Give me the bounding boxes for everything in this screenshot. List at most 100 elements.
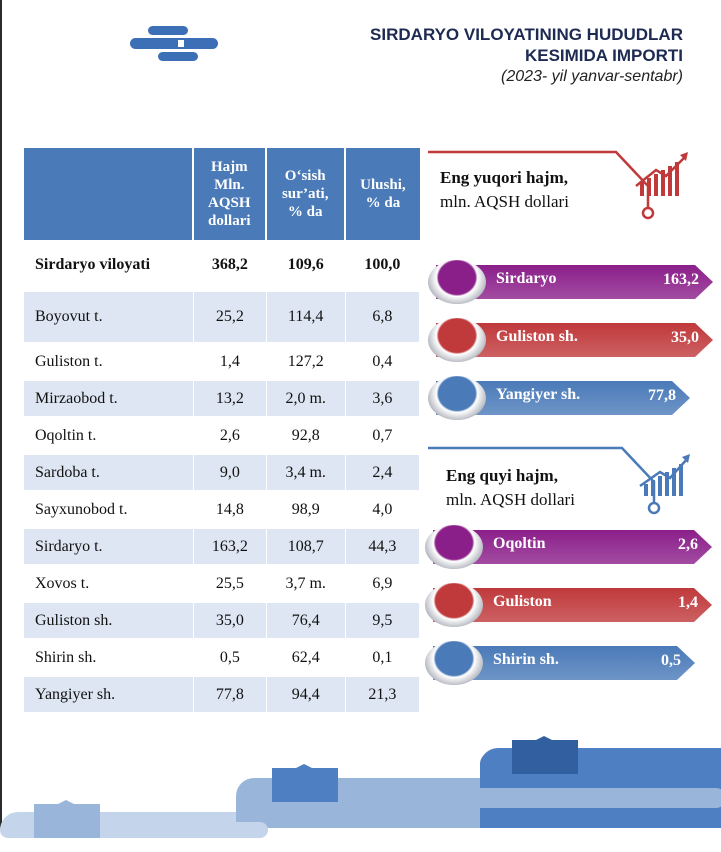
bar-value: 0,5 (661, 652, 681, 669)
growth-cell: 127,2 (266, 344, 346, 381)
header-volume-line: Mln. (214, 177, 245, 193)
logo-icon (130, 26, 218, 61)
growth-cell: 62,4 (266, 640, 346, 677)
share-cell: 44,3 (345, 529, 420, 566)
growth-cell: 108,7 (266, 529, 346, 566)
table-row: Boyovut t. 25,2 114,4 6,8 (24, 292, 420, 344)
bar-label: Guliston (493, 593, 552, 610)
top-panel-item: Guliston sh. 35,0 (428, 318, 713, 362)
bar-value: 77,8 (648, 387, 676, 404)
table-total-row: Sirdaryo viloyati 368,2 109,6 100,0 (24, 240, 420, 292)
region-name: Guliston t. (24, 344, 194, 381)
bullet-icon (428, 376, 486, 420)
header-share: Ulushi, % da (345, 148, 420, 240)
region-name: Shirin sh. (24, 640, 194, 677)
table-row: Shirin sh. 0,5 62,4 0,1 (24, 640, 420, 677)
left-border (0, 0, 2, 852)
share-cell: 3,6 (345, 381, 420, 418)
volume-cell: 9,0 (194, 455, 267, 492)
falling-chart-icon (428, 446, 690, 515)
share-cell: 2,4 (345, 455, 420, 492)
volume-cell: 35,0 (194, 603, 267, 640)
top-panel-title-unit: mln. AQSH dollari (440, 192, 569, 211)
volume-cell: 1,4 (194, 344, 267, 381)
volume-cell: 163,2 (194, 529, 267, 566)
bar-value: 35,0 (671, 329, 699, 346)
table-row: Xovos t. 25,5 3,7 m. 6,9 (24, 566, 420, 603)
region-name: Yangiyer sh. (24, 677, 194, 714)
volume-cell: 0,5 (194, 640, 267, 677)
bar-label: Yangiyer sh. (496, 386, 581, 403)
bar-value: 2,6 (678, 536, 698, 553)
share-cell: 0,4 (345, 344, 420, 381)
bullet-icon (425, 641, 483, 685)
region-name: Sayxunobod t. (24, 492, 194, 529)
bottom-panel-header: Eng quyi hajm, mln. AQSH dollari (426, 446, 690, 516)
region-name: Mirzaobod t. (24, 381, 194, 418)
share-cell: 6,8 (345, 292, 420, 344)
top-panel-title: Eng yuqori hajm, mln. AQSH dollari (440, 166, 569, 214)
share-cell: 100,0 (345, 240, 420, 292)
share-cell: 6,9 (345, 566, 420, 603)
title-line-2: KESIMIDA IMPORTI (524, 46, 683, 65)
region-name: Sirdaryo viloyati (24, 240, 194, 292)
growth-cell: 94,4 (266, 677, 346, 714)
header-growth: O‘sish sur’ati, % da (266, 148, 346, 240)
bullet-icon (425, 525, 483, 569)
region-name: Guliston sh. (24, 603, 194, 640)
region-name: Oqoltin t. (24, 418, 194, 455)
bar-label: Shirin sh. (493, 651, 559, 668)
table-row: Guliston t. 1,4 127,2 0,4 (24, 344, 420, 381)
top-panel-item: Sirdaryo 163,2 (428, 260, 713, 304)
growth-cell: 98,9 (266, 492, 346, 529)
table-row: Sirdaryo t. 163,2 108,7 44,3 (24, 529, 420, 566)
volume-cell: 77,8 (194, 677, 267, 714)
growth-cell: 3,4 m. (266, 455, 346, 492)
header-region (24, 148, 194, 240)
table-row: Oqoltin t. 2,6 92,8 0,7 (24, 418, 420, 455)
bar-value: 1,4 (678, 594, 698, 611)
rising-chart-icon (428, 150, 688, 220)
page-title: SIRDARYO VILOYATINING HUDUDLAR KESIMIDA … (370, 24, 683, 87)
header-volume-line: AQSH (208, 195, 251, 211)
header-volume-line: dollari (208, 213, 251, 229)
bar-value: 163,2 (663, 271, 699, 288)
title-line-1: SIRDARYO VILOYATINING HUDUDLAR (370, 25, 683, 44)
bullet-icon (425, 583, 483, 627)
volume-cell: 2,6 (194, 418, 267, 455)
bullet-icon (428, 318, 486, 362)
growth-cell: 76,4 (266, 603, 346, 640)
top-panel-title-bold: Eng yuqori hajm, (440, 168, 568, 187)
bottom-panel-title-bold: Eng quyi hajm, (446, 466, 558, 485)
bottom-panel-item: Guliston 1,4 (425, 583, 712, 627)
header-share-line: % da (365, 195, 401, 211)
import-table: Hajm Mln. AQSH dollari O‘sish sur’ati, %… (24, 148, 420, 714)
table-row: Sardoba t. 9,0 3,4 m. 2,4 (24, 455, 420, 492)
region-name: Boyovut t. (24, 292, 194, 344)
table-row: Guliston sh. 35,0 76,4 9,5 (24, 603, 420, 640)
volume-cell: 368,2 (194, 240, 267, 292)
table-row: Sayxunobod t. 14,8 98,9 4,0 (24, 492, 420, 529)
table-row: Yangiyer sh. 77,8 94,4 21,3 (24, 677, 420, 714)
volume-cell: 13,2 (194, 381, 267, 418)
share-cell: 21,3 (345, 677, 420, 714)
bullet-icon (428, 260, 486, 304)
share-cell: 0,7 (345, 418, 420, 455)
growth-cell: 109,6 (266, 240, 346, 292)
growth-cell: 114,4 (266, 292, 346, 344)
bar-label: Guliston sh. (496, 328, 578, 345)
region-name: Xovos t. (24, 566, 194, 603)
top-panel-item: Yangiyer sh. 77,8 (428, 376, 690, 420)
region-name: Sirdaryo t. (24, 529, 194, 566)
region-name: Sardoba t. (24, 455, 194, 492)
header-share-line: Ulushi, (360, 177, 406, 193)
share-cell: 9,5 (345, 603, 420, 640)
header-volume-line: Hajm (210, 159, 248, 175)
volume-cell: 25,2 (194, 292, 267, 344)
bar-label: Oqoltin (493, 535, 546, 552)
share-cell: 4,0 (345, 492, 420, 529)
bottom-panel-title-unit: mln. AQSH dollari (446, 490, 575, 509)
header-growth-line: O‘sish (284, 168, 326, 184)
table-header-row: Hajm Mln. AQSH dollari O‘sish sur’ati, %… (24, 148, 420, 240)
volume-cell: 14,8 (194, 492, 267, 529)
